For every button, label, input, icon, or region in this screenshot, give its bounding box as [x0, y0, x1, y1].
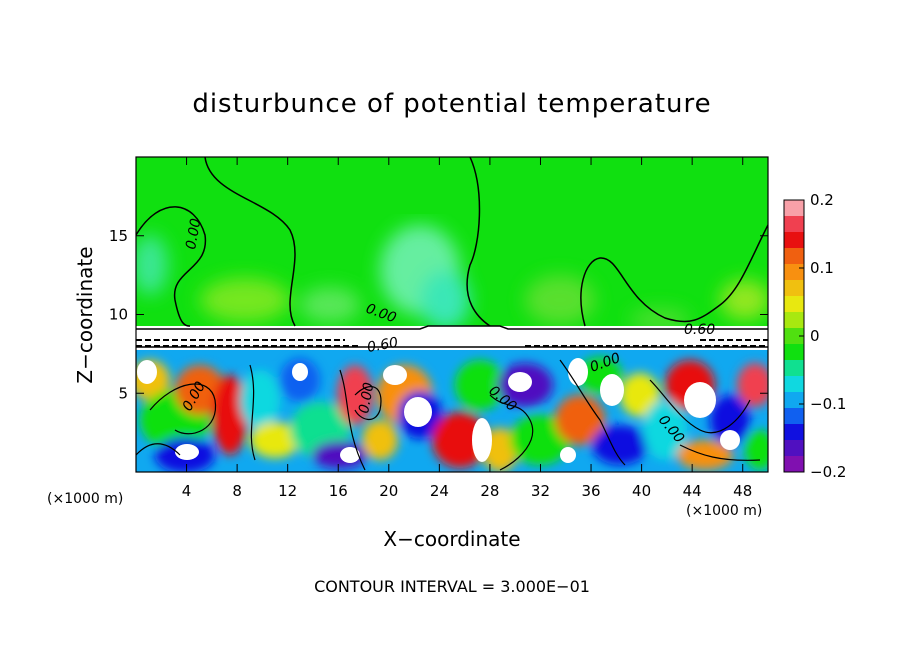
colorbar-swatch — [784, 376, 804, 393]
x-axis-unit-secondary: (×1000 m) — [686, 503, 762, 519]
colorbar-swatch — [784, 248, 804, 265]
y-tick-label: 15 — [109, 227, 128, 245]
contour-interval: CONTOUR INTERVAL = 3.000E−01 — [314, 577, 590, 596]
x-tick-label: 8 — [232, 482, 242, 500]
x-tick-label: 20 — [379, 482, 398, 500]
x-tick-label: 24 — [430, 482, 449, 500]
colorbar-swatch — [784, 216, 804, 233]
colorbar-tick-label: −0.2 — [810, 463, 846, 481]
colorbar-swatch — [784, 456, 804, 473]
contour-label: 0.00 — [356, 381, 377, 415]
colorbar-tick-label: −0.1 — [810, 395, 846, 413]
colorbar-swatch — [784, 200, 804, 217]
colorbar-tick-label: 0 — [810, 327, 820, 345]
colorbar-swatch — [784, 424, 804, 441]
x-tick-label: 4 — [182, 482, 192, 500]
colorbar-swatch — [784, 296, 804, 313]
x-axis-label: X−coordinate — [383, 527, 520, 551]
colorbar-swatch — [784, 232, 804, 249]
x-axis-unit: (×1000 m) — [47, 491, 123, 507]
colorbar-swatch — [784, 408, 804, 425]
colorbar-swatch — [784, 280, 804, 297]
band-solid-lines — [136, 325, 768, 348]
contour-label: 0.60 — [684, 322, 715, 338]
colorbar-swatch — [784, 344, 804, 361]
plot-area: 0.00 0.00 0.60 0.00 0.00 0.00 0.60 0.00 … — [136, 157, 768, 472]
x-tick-label: 16 — [329, 482, 348, 500]
x-tick-label: 28 — [480, 482, 499, 500]
x-tick-label: 32 — [531, 482, 550, 500]
x-tick-label: 44 — [683, 482, 702, 500]
y-axis: 5 10 15 — [109, 227, 768, 402]
colorbar-swatch — [784, 328, 804, 345]
upper-field-variations — [136, 225, 768, 332]
x-axis: 4 8 12 16 20 24 28 32 36 40 44 48 — [182, 157, 752, 500]
colorbar-swatch — [784, 440, 804, 457]
colorbar-tick-label: 0.2 — [810, 191, 834, 209]
x-tick-label: 36 — [581, 482, 600, 500]
colorbar-swatch — [784, 312, 804, 329]
x-tick-label: 48 — [733, 482, 752, 500]
lower-contours — [136, 359, 761, 471]
colorbar-swatch — [784, 392, 804, 409]
chart-title: disturbunce of potential temperature — [192, 89, 711, 119]
y-tick-label: 10 — [109, 306, 128, 324]
band-dashed-contours — [136, 339, 768, 347]
colorbar-swatch — [784, 264, 804, 281]
x-tick-label: 12 — [278, 482, 297, 500]
colorbar: 0.2 0.1 0 −0.1 −0.2 — [783, 191, 846, 481]
colorbar-swatch — [784, 360, 804, 377]
upper-contours — [136, 157, 768, 327]
x-tick-label: 40 — [632, 482, 651, 500]
y-tick-label: 5 — [118, 384, 128, 402]
contour-label: 0.60 — [366, 335, 400, 356]
contour-label: 0.00 — [183, 217, 204, 251]
lower-field-extremes — [137, 358, 740, 463]
y-axis-label: Z−coordinate — [73, 246, 97, 383]
colorbar-tick-label: 0.1 — [810, 259, 834, 277]
